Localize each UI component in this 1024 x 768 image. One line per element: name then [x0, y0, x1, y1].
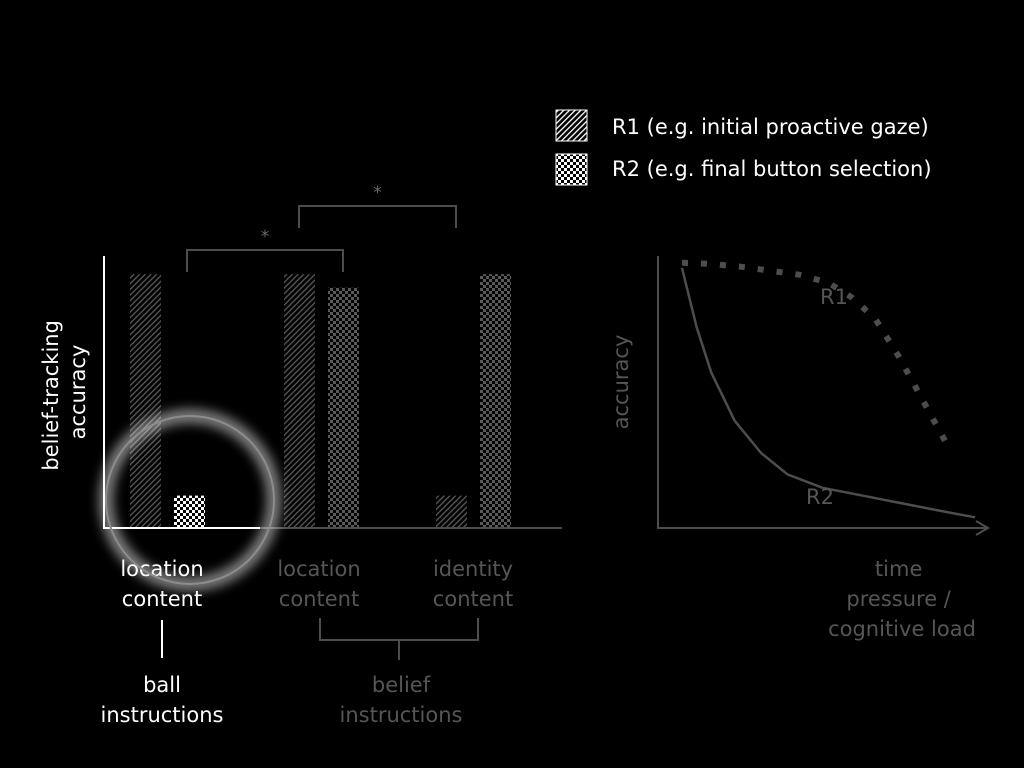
bar-chart: belief-tracking accuracy location content… [39, 183, 562, 727]
line-series-r1 [681, 259, 949, 444]
bar-y-axis-label-line-1: belief-tracking [39, 320, 63, 471]
line-chart: accuracy R1 R2 time pressure / cognitive … [609, 256, 990, 641]
line-y-axis-label: accuracy [609, 335, 633, 430]
bar-category-label-1-line-1: content [279, 587, 359, 611]
bar-group-labels: ball instructions belief instructions [101, 618, 479, 727]
significance-brackets: ** [186, 183, 457, 272]
legend-swatch-checker-icon [555, 153, 588, 186]
legend-swatch-hatch-icon [555, 109, 588, 142]
line-series-label-r1: R1 [820, 285, 848, 309]
legend: R1 (e.g. initial proactive gaze) R2 (e.g… [555, 109, 932, 186]
significance-bracket-0 [186, 249, 344, 272]
group-label-0: ball instructions [101, 673, 224, 727]
bar-checker-2 [480, 274, 511, 528]
legend-label-r1: R1 (e.g. initial proactive gaze) [612, 115, 929, 139]
line-x-axis-label-line-1: time [875, 557, 922, 581]
bar-hatch-0 [130, 274, 161, 528]
bar-category-label-1: location content [277, 557, 360, 611]
significance-bracket-1 [298, 205, 457, 228]
bar-category-label-2-line-0: identity [433, 557, 513, 581]
group-label-0-line-0: ball [143, 673, 181, 697]
legend-item-r2: R2 (e.g. final button selection) [555, 153, 932, 186]
line-x-axis-label-line-2: pressure / [846, 587, 951, 611]
line-axes [657, 256, 990, 536]
line-series: R1 R2 [680, 259, 976, 519]
bar-category-label-2: identity content [433, 557, 513, 611]
line-x-axis-label: time pressure / cognitive load [828, 557, 976, 641]
bar-y-axis-label-line-2: accuracy [66, 345, 90, 440]
bar-checker-0 [174, 495, 205, 528]
highlight-circle [100, 410, 280, 590]
bar-hatch-1 [284, 274, 315, 528]
bar-series [130, 274, 511, 528]
bar-category-label-2-line-1: content [433, 587, 513, 611]
significance-marker-0: * [261, 227, 270, 247]
legend-item-r1: R1 (e.g. initial proactive gaze) [555, 109, 929, 142]
bar-hatch-2 [436, 495, 467, 528]
group-label-1-line-0: belief [372, 673, 431, 697]
line-series-label-r2: R2 [806, 485, 834, 509]
significance-marker-1: * [373, 183, 382, 203]
line-x-axis-label-line-3: cognitive load [828, 617, 976, 641]
bar-checker-1 [328, 287, 359, 528]
group-bracket-belief [319, 618, 479, 641]
legend-label-r2: R2 (e.g. final button selection) [612, 157, 932, 181]
x-axis-arrow-icon [975, 520, 990, 536]
line-series-r2 [680, 267, 976, 519]
group-label-0-line-1: instructions [101, 703, 224, 727]
group-label-1: belief instructions [340, 673, 463, 727]
bar-category-label-0-line-1: content [122, 587, 202, 611]
bar-y-axis-label: belief-tracking accuracy [39, 313, 90, 470]
group-label-1-line-1: instructions [340, 703, 463, 727]
bar-category-label-1-line-0: location [277, 557, 360, 581]
